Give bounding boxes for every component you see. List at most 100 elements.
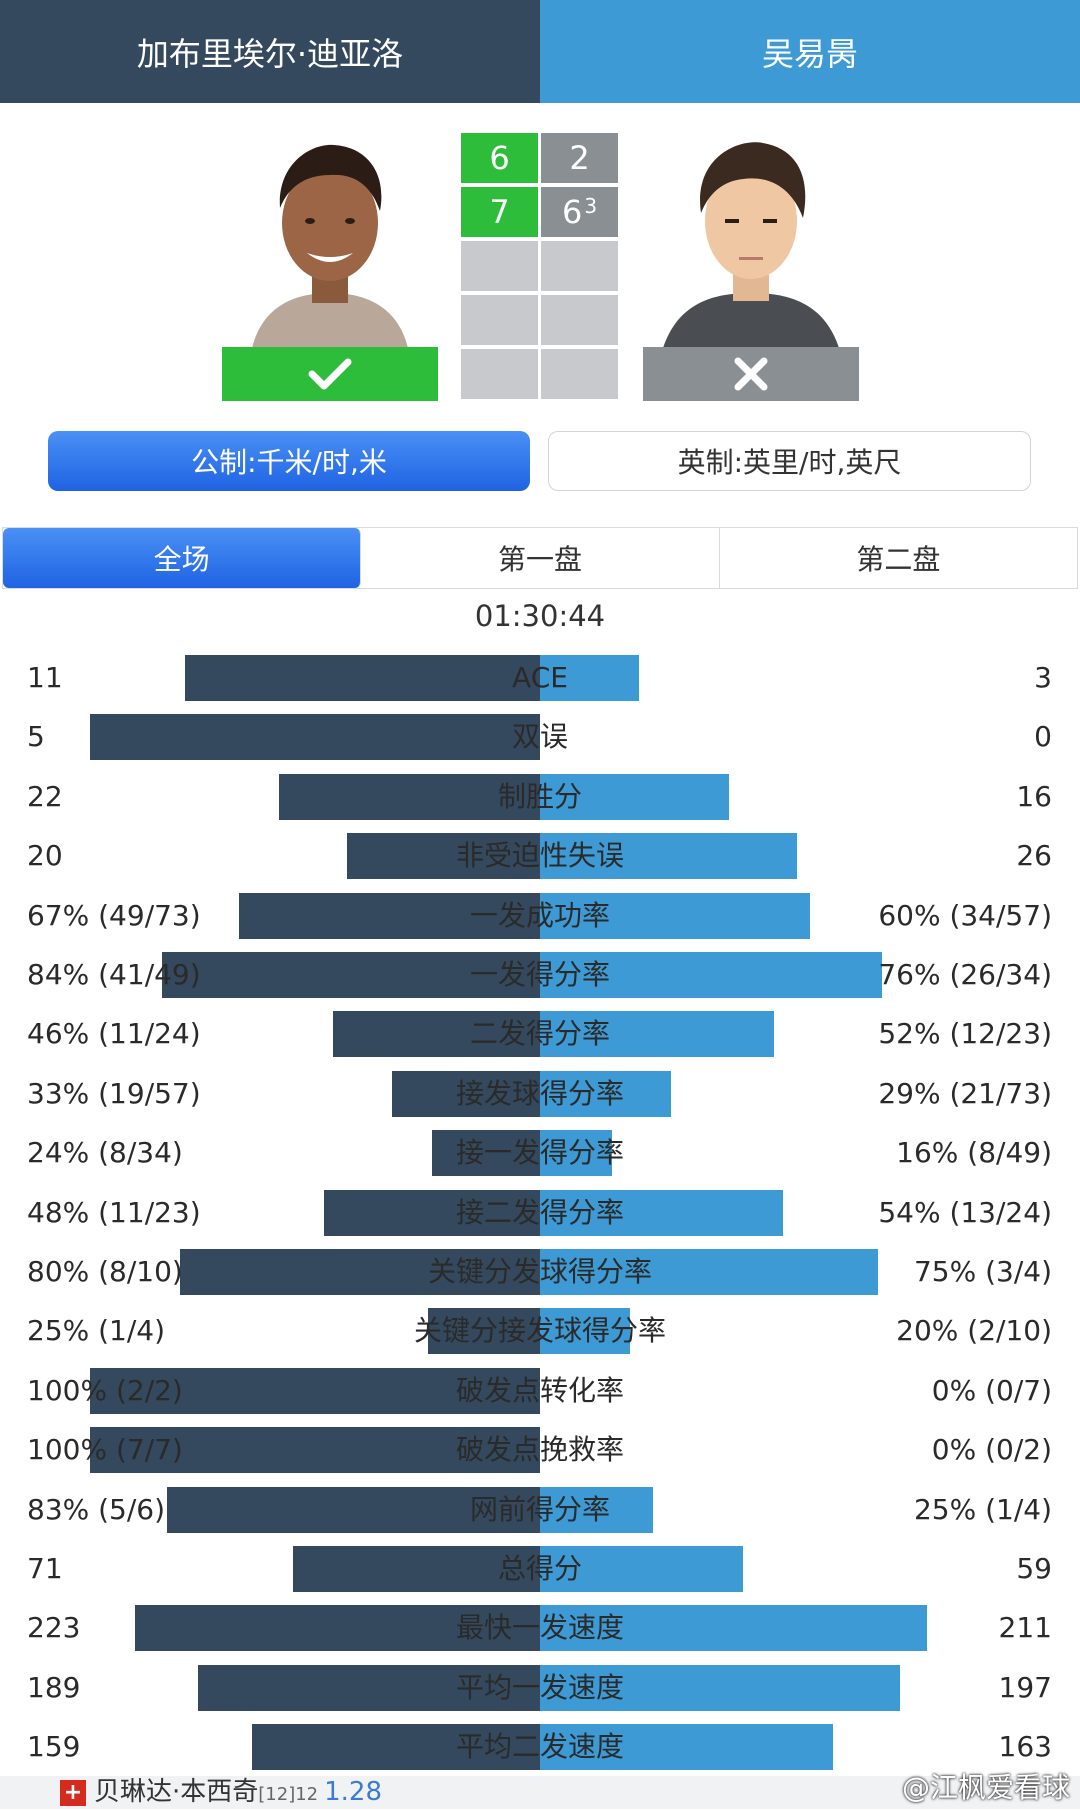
empty-set-row (461, 349, 621, 399)
tab-set-2[interactable]: 第二盘 (856, 543, 941, 576)
stat-right-bar (540, 1486, 653, 1533)
stat-left-bar (432, 1130, 540, 1177)
match-duration: 01:30:44 (474, 599, 606, 633)
stat-row: 5 0 双误 (0, 713, 1080, 761)
player-right-name: 吴易昺 (540, 0, 1080, 103)
stat-right-value: 3 (1034, 661, 1052, 694)
stat-row: 46% (11/24) 52% (12/23) 二发得分率 (0, 1010, 1080, 1058)
metric-units-button[interactable]: 公制:千米/时,米 (48, 431, 530, 491)
stat-left-value: 33% (19/57) (27, 1076, 201, 1110)
winner-badge (222, 347, 438, 401)
stat-left-bar (198, 1664, 540, 1711)
stat-name: 接发球得分率 (455, 1076, 624, 1110)
stat-right-value: 26 (1016, 839, 1052, 873)
stat-name: 关键分接发球得分率 (413, 1314, 666, 1348)
empty-cell (461, 295, 538, 345)
stat-row: 25% (1/4) 20% (2/10) 关键分接发球得分率 (0, 1307, 1080, 1355)
next-match-strip[interactable]: + 贝琳达·本西奇[12]12 1.28 (0, 1776, 1080, 1809)
swiss-flag-icon: + (60, 1780, 86, 1806)
stat-left-value: 20 (27, 839, 63, 873)
empty-cell (541, 241, 618, 291)
stat-right-bar (540, 1130, 612, 1177)
stat-right-bar (540, 1070, 671, 1117)
stat-row: 80% (8/10) 75% (3/4) 关键分发球得分率 (0, 1248, 1080, 1296)
stat-left-bar (184, 655, 540, 701)
stat-left-bar (162, 952, 540, 998)
stat-right-bar (540, 1249, 878, 1295)
stat-left-value: 84% (41/49) (27, 958, 201, 991)
next-match-info: 贝琳达·本西奇[12]12 1.28 (94, 1776, 382, 1809)
watermark: @江枫爱看球 (901, 1771, 1070, 1804)
stat-left-bar (427, 1308, 540, 1355)
stat-left-value: 67% (49/73) (27, 898, 201, 932)
stat-left-value: 46% (11/24) (27, 1017, 201, 1051)
stat-name: 网前得分率 (469, 1492, 610, 1526)
stat-right-bar (540, 773, 729, 820)
stat-row: 48% (11/23) 54% (13/24) 接二发得分率 (0, 1189, 1080, 1237)
stat-left-bar (90, 714, 540, 761)
match-header: 加布里埃尔·迪亚洛 吴易昺 (0, 0, 1080, 103)
stat-right-bar (540, 655, 639, 701)
stat-left-bar (346, 833, 540, 880)
stat-name: 平均一发速度 (455, 1670, 624, 1704)
stat-name: 接二发得分率 (455, 1195, 624, 1229)
check-icon (308, 358, 352, 390)
set2-left-score: 7 (461, 187, 538, 237)
set-row: 6 2 (461, 133, 621, 183)
stat-row: 71 59 总得分 (0, 1545, 1080, 1593)
stat-left-bar (391, 1070, 540, 1117)
stat-right-value: 20% (2/10) (896, 1314, 1052, 1348)
next-player-name: 贝琳达·本西奇 (94, 1777, 259, 1807)
imperial-units-button[interactable]: 英制:英里/时,英尺 (548, 431, 1031, 491)
stat-name: 制胜分 (497, 779, 582, 813)
stat-row: 24% (8/34) 16% (8/49) 接一发得分率 (0, 1129, 1080, 1177)
stat-left-value: 100% (2/2) (27, 1373, 183, 1407)
stat-row: 100% (2/2) 0% (0/7) 破发点转化率 (0, 1367, 1080, 1415)
stat-right-value: 75% (3/4) (913, 1255, 1052, 1288)
stat-row: 84% (41/49) 76% (26/34) 一发得分率 (0, 951, 1080, 999)
stat-right-bar (540, 1189, 783, 1236)
stat-right-value: 29% (21/73) (878, 1076, 1052, 1110)
stat-left-value: 80% (8/10) (27, 1255, 183, 1288)
stat-right-value: 60% (34/57) (878, 898, 1052, 932)
stat-left-value: 223 (27, 1611, 81, 1645)
set2-right-games: 6 (561, 193, 583, 231)
stat-right-value: 0 (1034, 720, 1052, 754)
stat-name: 破发点挽救率 (455, 1433, 624, 1467)
tab-match[interactable]: 全场 (3, 528, 362, 588)
stat-left-value: 83% (5/6) (27, 1492, 166, 1526)
set1-right-score: 2 (541, 133, 618, 183)
stat-right-value: 16% (8/49) (896, 1136, 1052, 1170)
stat-left-value: 189 (27, 1670, 81, 1704)
empty-set-row (461, 241, 621, 291)
stat-right-bar (540, 952, 882, 998)
set2-right-tiebreak: 3 (584, 194, 598, 218)
empty-cell (541, 349, 618, 399)
stat-name: 一发成功率 (469, 898, 610, 932)
stat-row: 83% (5/6) 25% (1/4) 网前得分率 (0, 1486, 1080, 1534)
stat-left-value: 11 (27, 661, 63, 694)
stat-right-value: 163 (998, 1730, 1052, 1764)
stat-left-value: 159 (27, 1730, 81, 1764)
stat-right-bar (540, 1664, 900, 1711)
player-right-photo (643, 133, 859, 348)
stat-name: 二发得分率 (469, 1017, 610, 1051)
loser-badge (643, 347, 859, 401)
stat-right-bar (540, 1724, 833, 1771)
stat-right-bar (540, 1605, 927, 1652)
tab-set-1[interactable]: 第一盘 (361, 528, 720, 588)
stat-right-value: 52% (12/23) (878, 1017, 1052, 1051)
stat-left-bar (180, 1249, 540, 1295)
stat-right-value: 16 (1016, 779, 1052, 813)
cross-icon (734, 357, 768, 391)
stat-row: 159 163 平均二发速度 (0, 1723, 1080, 1771)
stat-row: 22 16 制胜分 (0, 773, 1080, 821)
stat-name: 接一发得分率 (455, 1136, 624, 1170)
stat-left-value: 48% (11/23) (27, 1195, 201, 1229)
stat-row: 11 3 ACE (0, 654, 1080, 702)
empty-set-row (461, 295, 621, 345)
stat-right-value: 54% (13/24) (878, 1195, 1052, 1229)
player-left-name: 加布里埃尔·迪亚洛 (0, 0, 540, 103)
